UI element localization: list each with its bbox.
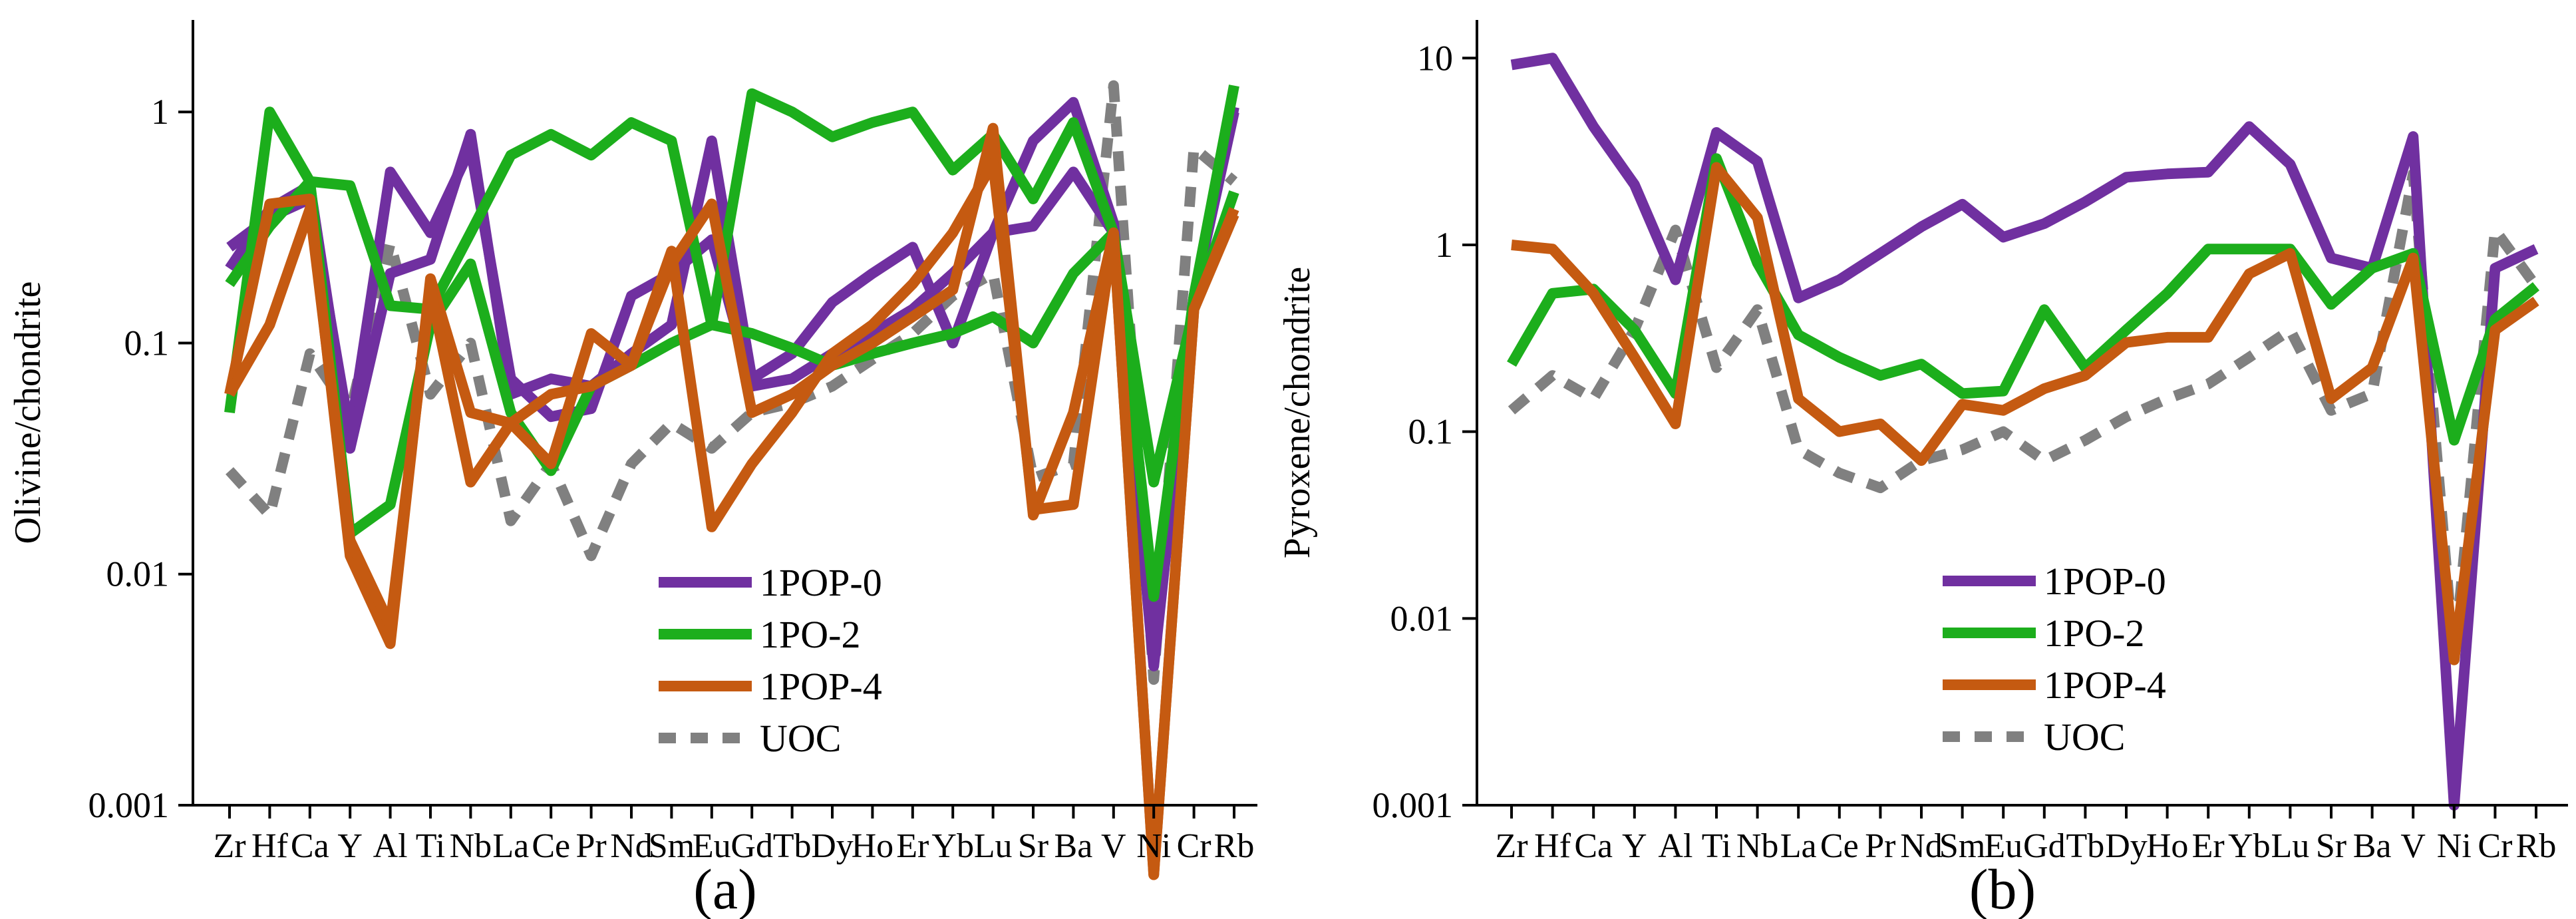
y-tick-label: 0.1 (1408, 412, 1454, 452)
x-tick-label-dy: Dy (811, 827, 854, 865)
y-tick-label: 1 (151, 92, 169, 132)
y-tick-label: 0.1 (124, 323, 170, 363)
y-tick-label: 1 (1435, 225, 1453, 265)
x-tick-label-rb: Rb (1214, 827, 1255, 865)
x-tick-label-la: La (1780, 827, 1817, 865)
x-tick-label-ti: Ti (1702, 827, 1731, 865)
x-tick-label-ti: Ti (416, 827, 445, 865)
series-line-1pop-0 (1510, 53, 2539, 811)
x-tick-label-cr: Cr (2478, 827, 2512, 865)
x-tick-label-ba: Ba (2353, 827, 2392, 865)
x-tick-label-sm: Sm (649, 827, 695, 865)
x-tick-label-y: Y (1622, 827, 1647, 865)
x-tick-label-v: V (2400, 827, 2426, 865)
panel-b-y-ticks: 0.001 0.01 0.1 1 10 (1372, 38, 1477, 825)
x-tick-label-la: La (492, 827, 529, 865)
x-tick-label-sr: Sr (1018, 827, 1048, 865)
x-tick-label-dy: Dy (2105, 827, 2148, 865)
legend-label-1po-2: 1PO-2 (760, 613, 860, 656)
x-tick-label-tb: Tb (2066, 827, 2105, 865)
panel-a-y-ticks: 0.001 0.01 0.1 1 (88, 92, 193, 825)
legend-label-1po-2: 1PO-2 (2044, 612, 2144, 655)
x-tick-label-sr: Sr (2316, 827, 2346, 865)
panel-b-legend: 1POP-0 1PO-2 1POP-4 UOC (1943, 560, 2166, 759)
panel-b-plot-area (1507, 53, 2541, 811)
x-tick-label-lu: Lu (2271, 827, 2310, 865)
x-tick-label-pr: Pr (575, 827, 606, 865)
x-tick-label-y: Y (337, 827, 363, 865)
series-line-1pop-4 (225, 158, 1239, 880)
y-tick-label: 0.001 (88, 785, 170, 825)
x-tick-label-yb: Yb (931, 827, 974, 865)
panel-b-y-axis-label: Pyroxene/chondrite (1277, 267, 1318, 559)
legend-label-1pop-0: 1POP-0 (2044, 560, 2166, 603)
x-tick-label-ba: Ba (1054, 827, 1093, 865)
x-tick-label-nd: Nd (610, 827, 653, 865)
x-tick-label-sm: Sm (1939, 827, 1985, 865)
panel-b-label: (b) (1969, 857, 2036, 919)
x-tick-label-zr: Zr (213, 827, 245, 865)
x-tick-label-lu: Lu (974, 827, 1013, 865)
x-tick-label-er: Er (896, 827, 929, 865)
legend-label-1pop-4: 1POP-4 (2044, 663, 2166, 707)
x-tick-label-gd: Gd (730, 827, 773, 865)
series-line-1pop-0 (225, 96, 1239, 631)
x-tick-label-ni: Ni (2437, 827, 2472, 865)
x-tick-label-cr: Cr (1177, 827, 1211, 865)
x-tick-label-gd: Gd (2023, 827, 2066, 865)
x-tick-label-ca: Ca (1574, 827, 1613, 865)
x-tick-label-er: Er (2192, 827, 2225, 865)
x-tick-label-yb: Yb (2228, 827, 2271, 865)
x-tick-label-nb: Nb (450, 827, 492, 865)
x-tick-label-zr: Zr (1495, 827, 1528, 865)
series-line-1po-2 (224, 85, 1239, 602)
x-tick-label-al: Al (1658, 827, 1692, 865)
x-tick-label-rb: Rb (2516, 827, 2557, 865)
x-tick-label-hf: Hf (251, 827, 289, 865)
x-tick-label-ho: Ho (2146, 827, 2189, 865)
x-tick-label-nd: Nd (1900, 827, 1943, 865)
panel-a-label: (a) (693, 857, 756, 919)
x-tick-label-pr: Pr (1865, 827, 1895, 865)
panel-a-legend: 1POP-0 1PO-2 1POP-4 UOC (659, 561, 882, 760)
x-tick-label-nb: Nb (1736, 827, 1779, 865)
legend-label-1pop-0: 1POP-0 (760, 561, 882, 604)
x-tick-label-ce: Ce (532, 827, 570, 865)
x-tick-label-ca: Ca (291, 827, 329, 865)
x-tick-label-ce: Ce (1820, 827, 1859, 865)
y-tick-label: 0.01 (1390, 598, 1454, 638)
y-tick-label: 0.01 (106, 554, 170, 594)
legend-label-uoc: UOC (2044, 715, 2125, 759)
y-tick-label: 0.001 (1372, 785, 1454, 825)
x-tick-label-ni: Ni (1136, 827, 1171, 865)
x-tick-label-hf: Hf (1534, 827, 1571, 865)
x-tick-label-eu: Eu (693, 827, 731, 865)
x-tick-label-v: V (1101, 827, 1126, 865)
x-tick-label-tb: Tb (773, 827, 812, 865)
series-line-1pop-4 (1511, 162, 2539, 665)
x-tick-label-eu: Eu (1984, 827, 2022, 865)
y-tick-label: 10 (1417, 38, 1453, 78)
x-tick-label-al: Al (373, 827, 408, 865)
panel-a-y-axis-label: Olivine/chondrite (7, 281, 49, 544)
x-tick-label-ho: Ho (852, 827, 894, 865)
legend-label-uoc: UOC (760, 717, 841, 760)
legend-label-1pop-4: 1POP-4 (760, 665, 882, 708)
panel-a-plot-area (224, 80, 1239, 880)
